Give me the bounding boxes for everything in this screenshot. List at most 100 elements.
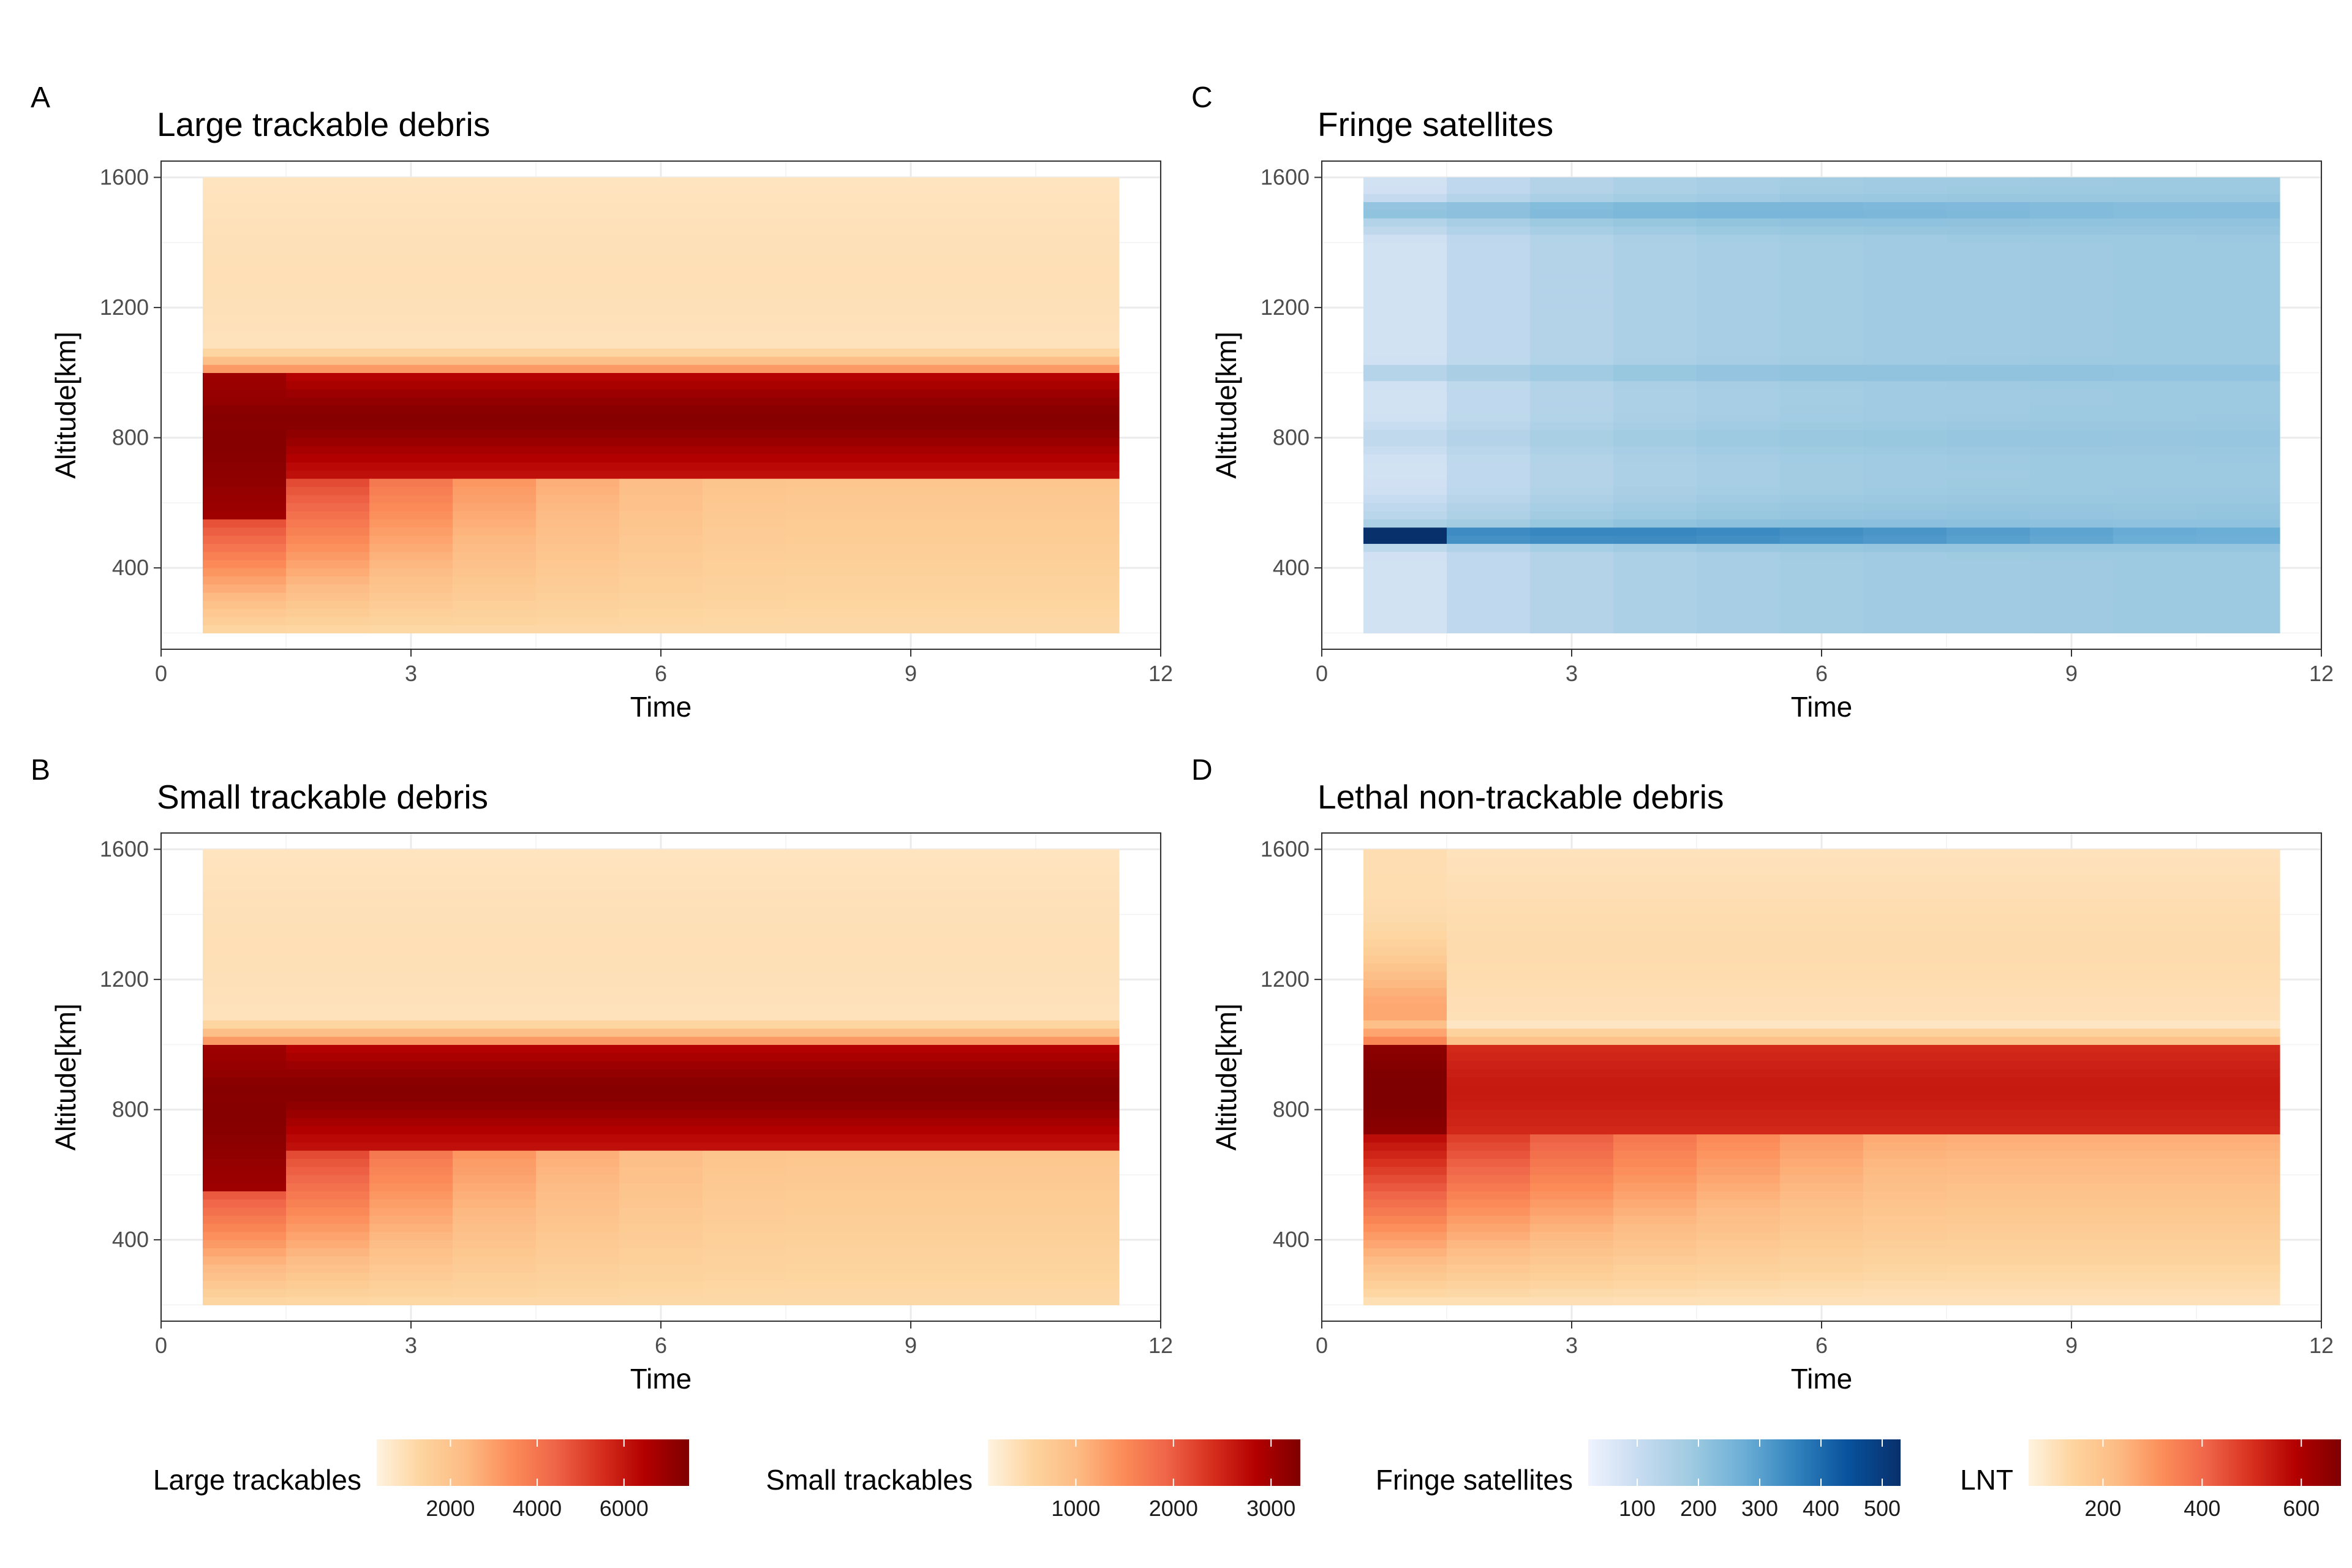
heatmap-cell [1780,258,1864,268]
heatmap-cell [1863,1231,1947,1240]
heatmap-cell [2196,258,2280,268]
heatmap-cell [1036,568,1120,577]
heatmap-cell [869,323,953,333]
heatmap-cell [536,1240,620,1249]
x-axis-title: Time [630,691,692,723]
heatmap-cell [1697,1069,1781,1078]
heatmap-cell [2196,1101,2280,1110]
heatmap-cell [619,889,703,899]
heatmap-cell [2030,914,2114,923]
heatmap-cell [1697,1044,1781,1054]
heatmap-cell [2113,906,2197,915]
heatmap-cell [1036,340,1120,349]
heatmap-cell [203,519,287,528]
heatmap-cell [2113,226,2197,235]
heatmap-cell [1447,502,1531,511]
heatmap-cell [369,1248,453,1257]
heatmap-cell [1363,1126,1447,1135]
heatmap-cell [786,559,870,568]
heatmap-cell [2196,462,2280,471]
heatmap-cell [1613,242,1697,251]
heatmap-cell [2030,242,2114,251]
heatmap-cell [786,437,870,447]
heatmap-cell [1863,543,1947,552]
heatmap-cell [1780,865,1864,875]
heatmap-cell [2030,445,2114,454]
heatmap-cell [2113,437,2197,447]
heatmap-cell [1947,242,2030,251]
heatmap-cell [203,914,287,923]
heatmap-cell [786,1174,870,1183]
heatmap-cell [2030,494,2114,503]
heatmap-cell [952,421,1036,430]
heatmap-cell [1613,559,1697,568]
heatmap-cell [453,234,537,243]
heatmap-cell [2196,898,2280,907]
heatmap-cell [952,1109,1036,1118]
heatmap-cell [786,348,870,357]
heatmap-cell [1947,331,2030,341]
heatmap-cell [2030,1215,2114,1224]
heatmap-cell [869,1280,953,1289]
heatmap-cell [536,1248,620,1257]
heatmap-cell [1863,502,1947,511]
heatmap-cell [369,454,453,463]
heatmap-cell [703,1020,786,1029]
heatmap-cell [536,616,620,625]
heatmap-cell [369,364,453,373]
heatmap-cell [2113,1069,2197,1078]
heatmap-cell [286,1044,370,1054]
legend-colorbar [1588,1439,1901,1486]
heatmap-cell [1947,995,2030,1005]
heatmap-cell [952,348,1036,357]
heatmap-cell [703,283,786,292]
heatmap-cell [786,202,870,211]
legend-colorbar [988,1439,1300,1486]
heatmap-cell [703,478,786,487]
heatmap-cell [369,1158,453,1167]
heatmap-cell [1697,1101,1781,1110]
heatmap-cell [869,551,953,560]
heatmap-cell [1447,906,1531,915]
panel-label: B [31,754,50,786]
heatmap-cell [1447,283,1531,292]
heatmap-cell [1447,291,1531,300]
heatmap-cell [1613,584,1697,593]
heatmap-cell [2030,217,2114,227]
heatmap-cell [1780,194,1864,203]
heatmap-cell [1780,625,1864,634]
heatmap-cell [1697,454,1781,463]
heatmap-cell [369,1044,453,1054]
heatmap-cell [869,209,953,219]
heatmap-cell [1697,397,1781,406]
heatmap-cell [1780,1085,1864,1094]
heatmap-cell [203,1093,287,1102]
heatmap-cell [619,1248,703,1257]
heatmap-cell [453,478,537,487]
heatmap-cell [1697,1158,1781,1167]
heatmap-cell [2196,584,2280,593]
heatmap-cell [619,307,703,316]
heatmap-cell [1863,283,1947,292]
heatmap-cell [869,413,953,422]
heatmap-cell [203,963,287,972]
heatmap-cell [1530,922,1614,931]
heatmap-cell [952,930,1036,940]
heatmap-cell [2113,881,2197,891]
heatmap-cell [1363,251,1447,259]
heatmap-cell [203,1044,287,1054]
heatmap-cell [1036,1109,1120,1118]
heatmap-cell [1780,380,1864,390]
heatmap-cell [1036,1036,1120,1045]
heatmap-cell [1697,1012,1781,1021]
heatmap-cell [1613,1240,1697,1249]
heatmap-cell [619,955,703,964]
heatmap-cell [619,1093,703,1102]
heatmap-cell [203,356,287,365]
heatmap-cell [1947,388,2030,398]
heatmap-cell [203,283,287,292]
heatmap-cell [619,1044,703,1054]
heatmap-cell [1780,922,1864,931]
heatmap-cell [2030,1101,2114,1110]
